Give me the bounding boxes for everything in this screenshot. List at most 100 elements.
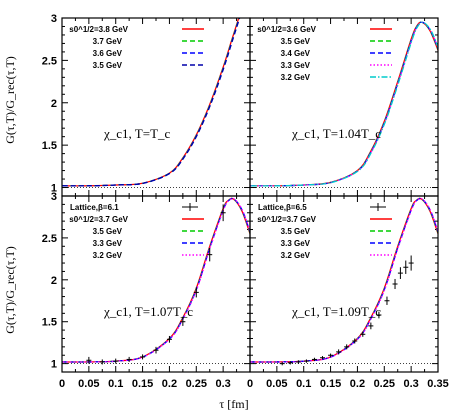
lattice-point [140,354,146,360]
lattice-point [360,331,366,337]
panel-annotation: χ_c1, T=1.04T_c [291,126,381,141]
plot-frame [61,17,251,197]
y-tick-label: 2.5 [42,233,57,245]
legend-label: 3.3 GeV [281,61,311,70]
lattice-point [344,344,350,350]
ticks [61,17,251,196]
x-tick-label: 0.15 [132,378,153,390]
series-line-3 [62,18,241,187]
legend-label: 3.5 GeV [93,227,123,236]
lattice-point [287,361,293,365]
y-axis-label-bottom: G(τ,T)/G_rec(τ,T) [3,246,17,334]
x-tick-label: 0.25 [186,378,207,390]
y-tick-label: 1 [51,183,57,195]
lattice-point [352,338,358,344]
lattice-point [397,267,403,279]
lattice-point [180,317,186,326]
legend-label: 3.5 GeV [281,37,311,46]
y-tick-label: 2 [51,275,57,287]
legend-label: s0^1/2=3.7 GeV [69,215,128,224]
lattice-point [279,361,285,366]
lattice-point [86,356,92,364]
panel-bottom-left: 1 1.5 2 2.5 3 0 0.05 0.1 0.15 0.2 0.25 0.3 Lattice,β… [42,191,251,390]
curves [250,21,438,187]
legend-label: 3.2 GeV [281,73,311,82]
series-line-3 [250,21,438,187]
legend-label: 3.4 GeV [281,49,311,58]
lattice-point [320,356,326,360]
series-line-2 [62,197,250,363]
x-tick-label: 0.05 [266,378,287,390]
legend-label: 3.6 GeV [93,49,123,58]
panel-annotation: χ_c1, T=1.07T_c [103,304,193,319]
x-axis-label: τ [fm] [219,397,248,411]
x-tick-label: 0.15 [320,378,341,390]
legend-label: s0^1/2=3.8 GeV [69,25,128,34]
lattice-point [303,359,309,363]
x-tick-label: 0.3 [215,378,230,390]
lattice-points [86,204,226,365]
x-tick-label: 0.2 [162,378,177,390]
lattice-point [193,287,199,298]
lattice-point [295,360,301,364]
lattice-point [113,358,119,364]
lattice-point [126,356,132,362]
lattice-point [99,359,105,365]
panel-annotation: χ_c1, T=T_c [103,126,171,141]
x-tick-label: 0.1 [296,378,311,390]
legend-label: 3.2 GeV [93,251,123,260]
legend-label: 3.3 GeV [93,239,123,248]
legend-label: 3.7 GeV [93,37,123,46]
lattice-point [403,260,409,274]
legend: Lattice,β=6.5 s0^1/2=3.7 GeV 3.5 GeV 3.3 Ge… [257,203,392,260]
y-axis-label-top: G(τ,T)/G_rec(τ,T) [3,56,17,144]
panel-bottom-right: 0 0.05 0.1 0.15 0.2 0.25 0.3 0.35 Lattice,β=6.5 s… [247,195,449,390]
lattice-point [392,278,398,290]
legend-label: 3.3 GeV [281,239,311,248]
legend-label: s0^1/2=3.6 GeV [257,25,316,34]
lattice-point [311,357,317,362]
lattice-point [328,353,334,357]
x-tick-label: 0.25 [374,378,395,390]
x-tick-label: 0.2 [350,378,365,390]
curves [62,18,241,187]
legend-label: 3.5 GeV [93,61,123,70]
x-tick-label: 0.35 [427,378,448,390]
lattice-point [207,247,213,262]
legend-label-lattice: Lattice,β=6.1 [70,203,119,212]
x-tick-label: 0.1 [108,378,123,390]
lattice-point [408,255,414,271]
legend: s0^1/2=3.8 GeV 3.7 GeV 3.6 GeV 3.5 GeV [69,25,204,70]
x-tick-label: 0 [247,378,253,390]
y-tick-label: 3 [51,13,57,25]
series-line-0 [62,18,240,187]
x-tick-label: 0 [59,378,65,390]
legend-label: 3.2 GeV [281,251,311,260]
legend-label-lattice: Lattice,β=6.5 [258,203,307,212]
x-tick-label: 0.05 [78,378,99,390]
y-tick-label: 1.5 [42,317,57,329]
panel-annotation: χ_c1, T=1.09T_c [291,304,381,319]
series-line-4 [251,21,438,187]
lattice-point [368,322,374,330]
panel-top-right: s0^1/2=3.6 GeV 3.5 GeV 3.4 GeV 3.3 GeV 3.2 G… [249,17,439,197]
lattice-point [384,296,390,305]
series-line-1 [62,18,240,187]
plot-frame [249,195,439,373]
series-line-2 [250,197,438,363]
lattice-point [220,204,226,222]
lattice-point [153,346,159,354]
lattice-points [279,255,414,366]
y-tick-label: 2 [51,98,57,110]
y-tick-label: 3 [51,191,57,203]
lattice-point [336,349,342,355]
legend: Lattice,β=6.1 s0^1/2=3.7 GeV 3.5 GeV 3.3 Ge… [69,203,204,260]
series-line-2 [62,18,241,187]
panels: 1 1.5 2 2.5 3 s0^1/2=3.8 GeV 3.7 GeV 3.6 GeV 3.5… [42,13,449,390]
legend: s0^1/2=3.6 GeV 3.5 GeV 3.4 GeV 3.3 GeV 3.2 G… [257,25,392,82]
y-tick-label: 2.5 [42,55,57,67]
y-tick-label: 1.5 [42,140,57,152]
y-tick-label: 1 [51,359,57,371]
legend-label: s0^1/2=3.7 GeV [257,215,316,224]
